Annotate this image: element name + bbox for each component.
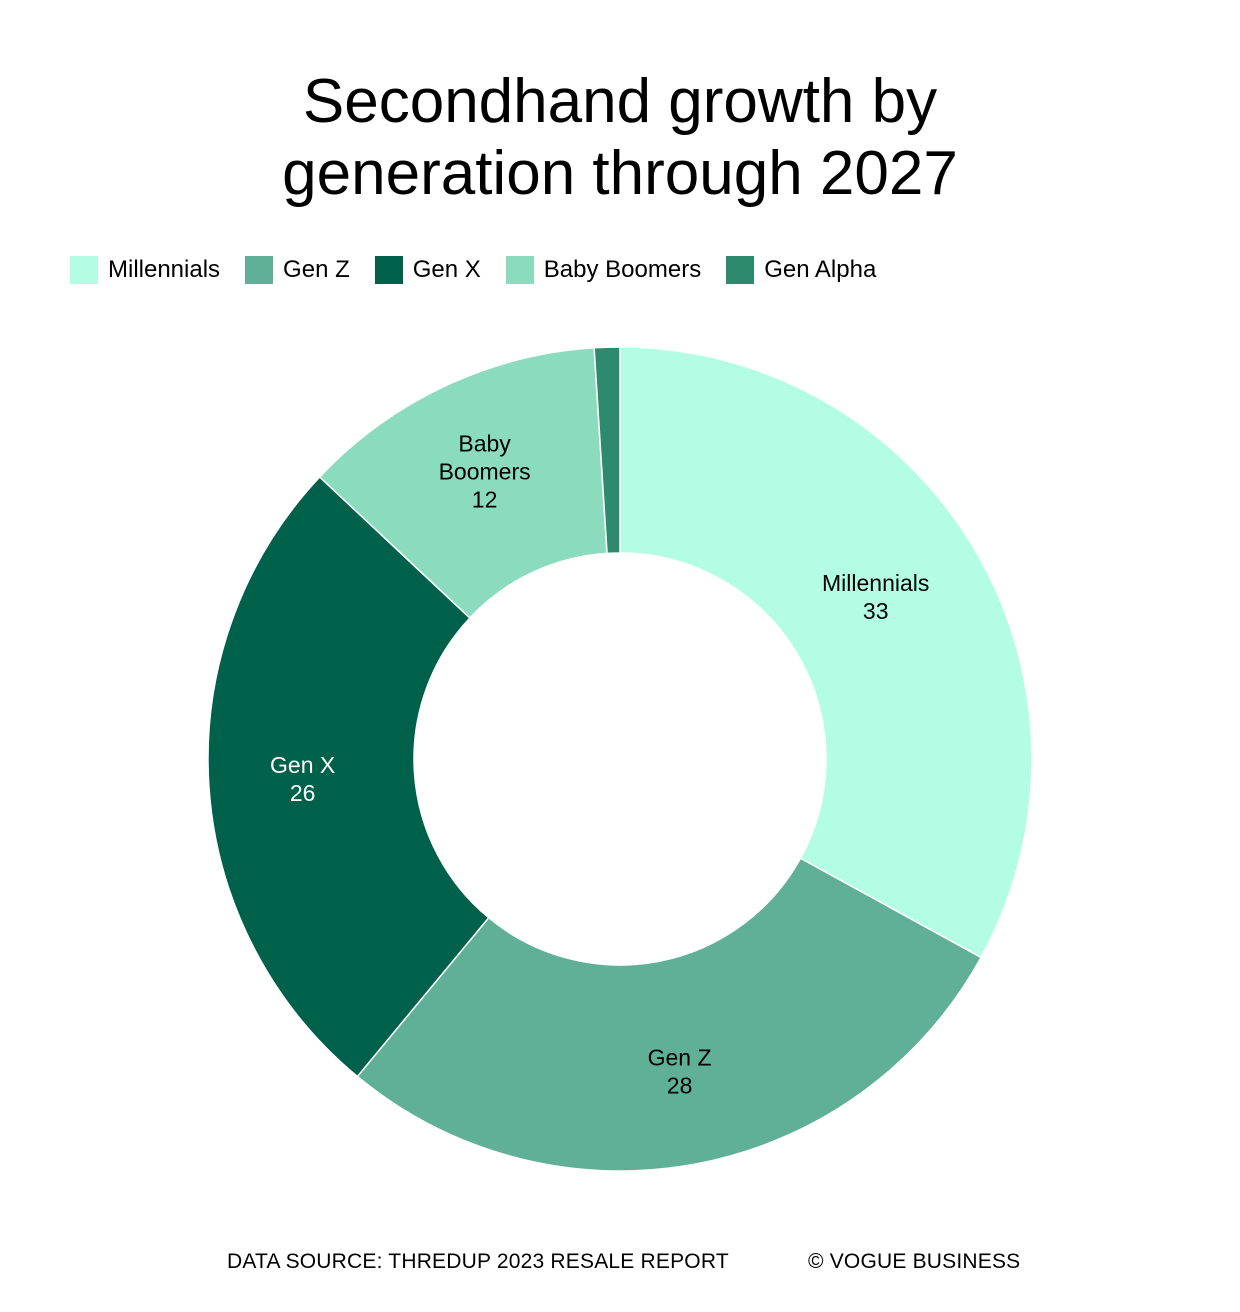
donut-slice-millennials <box>619 346 1033 959</box>
legend-item-gen-alpha: Gen Alpha <box>726 256 876 284</box>
legend-item-millennials: Millennials <box>70 256 220 284</box>
chart-title: Secondhand growth by generation through … <box>0 66 1240 210</box>
legend-item-baby-boomers: Baby Boomers <box>505 256 702 284</box>
slice-label-gen-x: Gen X 26 <box>270 752 335 806</box>
legend-label: Gen Z <box>283 256 350 283</box>
legend-item-gen-z: Gen Z <box>245 256 350 284</box>
donut-slice-gen-alpha <box>593 346 621 555</box>
legend-swatch <box>726 256 755 284</box>
donut-slice-gen-z <box>356 857 983 1172</box>
legend-swatch <box>505 256 534 284</box>
slice-label-gen-z: Gen Z 28 <box>648 1044 712 1098</box>
slice-label-millennials: Millennials 33 <box>822 570 929 624</box>
legend-label: Baby Boomers <box>543 256 702 283</box>
legend-swatch <box>374 256 403 284</box>
chart-title-line-1: Secondhand growth by <box>302 67 938 136</box>
donut-slice-gen-x <box>207 475 490 1078</box>
legend-swatch <box>70 256 98 284</box>
slice-label-baby-boomers: Baby Boomers 12 <box>439 430 531 512</box>
legend-label: Millennials <box>108 256 221 283</box>
chart-title-line-2: generation through 2027 <box>282 139 958 208</box>
legend-label: Gen X <box>412 256 481 283</box>
copyright-credit: © VOGUE BUSINESS <box>808 1250 1021 1273</box>
legend-swatch <box>245 256 274 284</box>
donut-slice-baby-boomers <box>318 347 608 620</box>
data-source-note: DATA SOURCE: THREDUP 2023 RESALE REPORT <box>227 1250 729 1273</box>
legend-label: Gen Alpha <box>764 256 877 283</box>
legend: Millennials Gen Z Gen X Baby Boomers Gen… <box>70 255 901 285</box>
legend-item-gen-x: Gen X <box>374 256 481 284</box>
